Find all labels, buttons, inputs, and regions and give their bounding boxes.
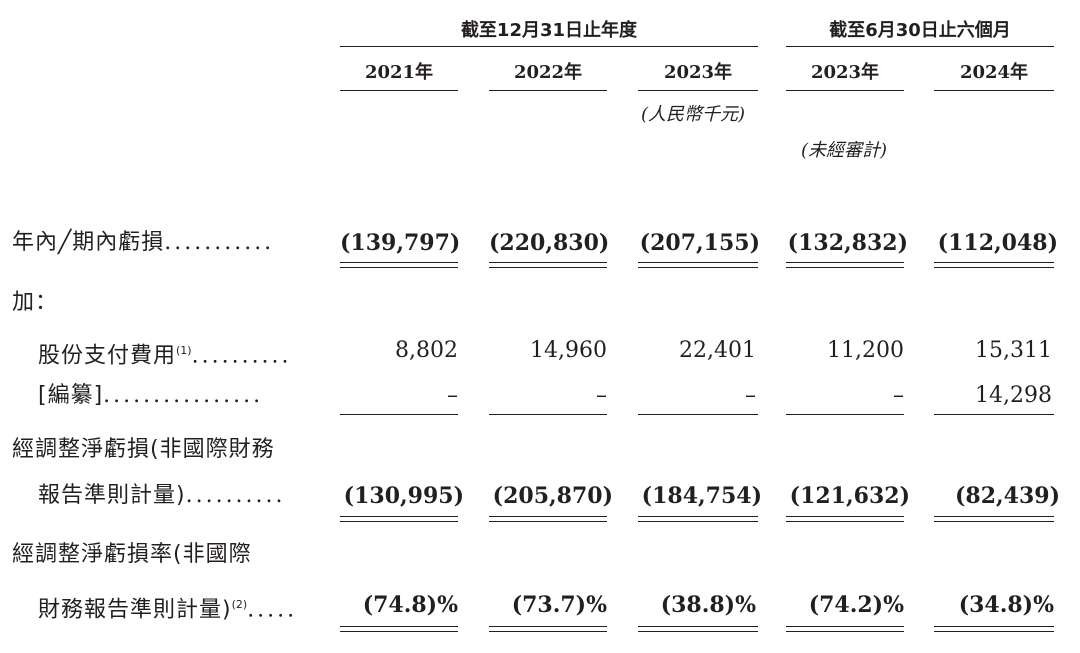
half-year-group-rule — [786, 46, 1054, 47]
year-header-rule-2024-half — [934, 90, 1054, 91]
row-label-adj-loss-line1: 經調整淨虧損(非國際財務 — [12, 437, 275, 462]
redacted-2021: – — [447, 383, 458, 408]
loss-double-rule-2023-half — [786, 262, 904, 268]
loss-2023-half: (132,832) — [787, 230, 908, 256]
loss-double-rule-2021 — [340, 262, 458, 268]
footnote-marker: (1) — [176, 344, 192, 357]
adj-loss-double-rule-2023-half — [786, 516, 904, 522]
adj-rate-double-rule-2024-half — [934, 626, 1054, 632]
year-header-2021: 2021年 — [364, 62, 434, 83]
row-label-adj-rate-text: 財務報告準則計量) — [38, 597, 232, 623]
row-label-share-comp: 股份支付費用(1).......... — [38, 337, 292, 370]
currency-note: (人民幣千元) — [640, 104, 746, 125]
adj-loss-2023-half: (121,632) — [789, 483, 910, 509]
loss-2024-half: (112,048) — [937, 230, 1058, 256]
year-header-2023-fy: 2023年 — [663, 62, 733, 83]
adj-loss-2023-fy: (184,754) — [641, 483, 762, 509]
redacted-2023-half: – — [893, 383, 904, 408]
year-header-2023-half: 2023年 — [810, 62, 880, 83]
adj-rate-2022: (73.7)% — [511, 592, 607, 618]
row-label-redacted-text: [編纂] — [38, 383, 104, 408]
adj-rate-double-rule-2023-half — [786, 626, 904, 632]
adj-rate-2023-half: (74.2)% — [808, 592, 904, 618]
row-label-loss: 年內╱期內虧損........... — [12, 229, 274, 257]
subtotal-rule-2022 — [489, 414, 607, 415]
adj-loss-double-rule-2021 — [340, 516, 458, 522]
adj-rate-double-rule-2022 — [489, 626, 607, 632]
fiscal-year-group-rule — [340, 46, 758, 47]
unaudited-note: (未經審計) — [800, 140, 888, 161]
subtotal-rule-2024-half — [934, 414, 1054, 415]
year-header-2022: 2022年 — [513, 62, 583, 83]
fiscal-year-group-header: 截至12月31日止年度 — [460, 20, 638, 41]
adj-loss-double-rule-2024-half — [934, 516, 1054, 522]
year-header-rule-2022 — [489, 90, 607, 91]
year-header-rule-2021 — [340, 90, 458, 91]
subtotal-rule-2021 — [340, 414, 458, 415]
row-label-adj-loss-text: 報告準則計量) — [38, 483, 186, 508]
share-comp-2022: 14,960 — [530, 338, 607, 363]
row-label-adj-rate-line2: 財務報告準則計量)(2)..... — [38, 591, 297, 624]
leader-dots: ................ — [103, 383, 264, 408]
loss-double-rule-2023-fy — [638, 262, 758, 268]
footnote-marker: (2) — [231, 598, 248, 611]
adj-rate-2021: (74.8)% — [362, 592, 458, 618]
row-label-add: 加： — [12, 290, 59, 315]
year-header-rule-2023-half — [786, 90, 904, 91]
leader-dots: ........... — [164, 230, 275, 255]
redacted-2024-half: 14,298 — [975, 383, 1052, 408]
row-label-loss-text: 年內╱期內虧損 — [12, 230, 165, 255]
adj-rate-double-rule-2021 — [340, 626, 458, 632]
adj-rate-2024-half: (34.8)% — [958, 592, 1054, 618]
loss-double-rule-2022 — [489, 262, 607, 268]
adj-rate-double-rule-2023-fy — [638, 626, 758, 632]
loss-double-rule-2024-half — [934, 262, 1054, 268]
loss-2023-fy: (207,155) — [639, 230, 760, 256]
adj-loss-2021: (130,995) — [343, 483, 464, 509]
redacted-2023-fy: – — [745, 383, 756, 408]
subtotal-rule-2023-fy — [638, 414, 758, 415]
share-comp-2023-half: 11,200 — [827, 338, 904, 363]
row-label-adj-rate-line1: 經調整淨虧損率(非國際 — [12, 542, 252, 567]
adj-loss-2024-half: (82,439) — [954, 483, 1060, 509]
leader-dots: .......... — [191, 343, 292, 369]
loss-2022: (220,830) — [489, 230, 610, 256]
adj-rate-2023-fy: (38.8)% — [660, 592, 756, 618]
share-comp-2021: 8,802 — [395, 338, 458, 363]
leader-dots: ..... — [247, 597, 298, 623]
leader-dots: .......... — [185, 483, 286, 508]
share-comp-2024-half: 15,311 — [975, 338, 1052, 363]
year-header-2024-half: 2024年 — [959, 62, 1029, 83]
adj-loss-double-rule-2022 — [489, 516, 607, 522]
subtotal-rule-2023-half — [786, 414, 904, 415]
row-label-adj-loss-line2: 報告準則計量).......... — [38, 482, 286, 510]
adj-loss-2022: (205,870) — [492, 483, 613, 509]
row-label-redacted: [編纂]................ — [38, 382, 263, 410]
half-year-group-header: 截至6月30日止六個月 — [829, 20, 1011, 41]
adj-loss-double-rule-2023-fy — [638, 516, 758, 522]
year-header-rule-2023-fy — [638, 90, 758, 91]
redacted-2022: – — [596, 383, 607, 408]
loss-2021: (139,797) — [340, 230, 461, 256]
row-label-share-comp-text: 股份支付費用 — [38, 343, 177, 369]
share-comp-2023-fy: 22,401 — [679, 338, 756, 363]
